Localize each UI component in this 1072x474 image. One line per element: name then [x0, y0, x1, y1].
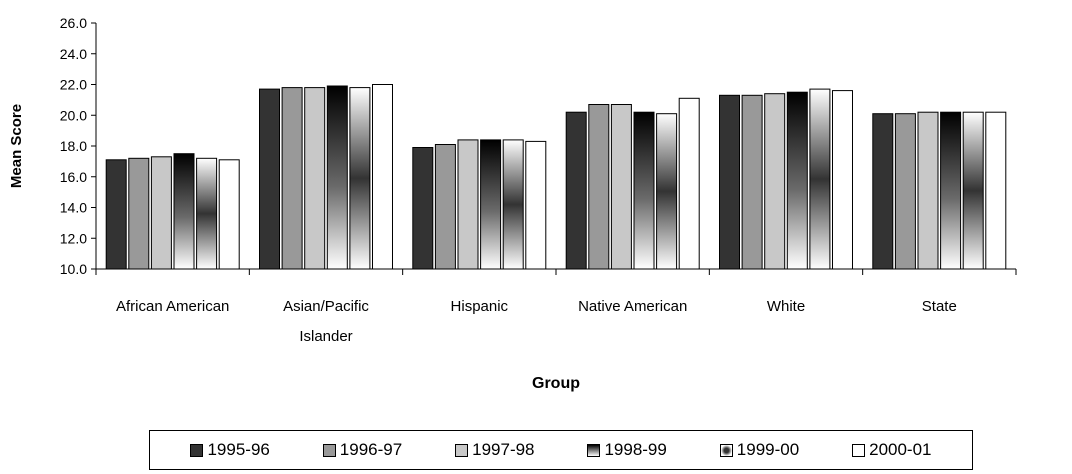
- bar-1999-00-state: [962, 111, 984, 270]
- legend-item: 1995-96: [190, 440, 270, 460]
- bar-1996-97-white: [741, 94, 763, 270]
- y-tick-label: 18.0: [60, 138, 87, 154]
- bar-2000-01-state: [985, 111, 1007, 270]
- y-tick-label: 12.0: [60, 230, 87, 246]
- bar-1999-00-hispanic: [502, 139, 524, 270]
- x-tick-label: Hispanic: [451, 298, 509, 315]
- bar-1995-96-state: [872, 113, 894, 270]
- bar-1997-98-hispanic: [457, 139, 479, 270]
- legend-item: 1999-00: [719, 440, 800, 460]
- legend-swatch: [190, 443, 204, 457]
- y-tick-label: 20.0: [60, 107, 87, 123]
- legend-label: 2000-01: [869, 440, 932, 459]
- bar-1997-98-african-american: [150, 156, 172, 270]
- bar-2000-01-native-american: [678, 97, 700, 270]
- bar-1999-00-african-american: [196, 157, 218, 270]
- bar-1999-00-asian-pacific-islander: [349, 87, 371, 270]
- bar-2000-01-african-american: [218, 159, 240, 270]
- bar-1995-96-african-american: [105, 159, 127, 270]
- legend-label: 1999-00: [736, 440, 800, 459]
- legend-label: 1996-97: [339, 440, 403, 459]
- bar-2000-01-white: [832, 90, 853, 270]
- bar-1996-97-hispanic: [434, 144, 456, 270]
- bar-1997-98-native-american: [610, 104, 632, 270]
- legend-swatch: [322, 443, 336, 457]
- x-tick-label: Islander: [299, 328, 352, 345]
- legend-item: 2000-01: [852, 440, 932, 460]
- y-tick-label: 22.0: [60, 77, 87, 93]
- bar-1996-97-native-american: [588, 104, 610, 270]
- bar-1995-96-hispanic: [412, 147, 434, 270]
- bar-1995-96-native-american: [565, 111, 587, 270]
- bar-1996-97-african-american: [128, 157, 150, 270]
- bar-1998-99-native-american: [633, 111, 655, 270]
- x-tick-label: Asian/Pacific: [283, 298, 369, 315]
- y-tick-label: 26.0: [60, 15, 87, 31]
- bar-1997-98-asian-pacific-islander: [304, 87, 326, 270]
- legend-swatch: [587, 443, 601, 457]
- bar-1998-99-asian-pacific-islander: [326, 85, 348, 270]
- x-tick-label: State: [922, 298, 957, 315]
- bar-1999-00-native-american: [656, 113, 678, 270]
- bar-1998-99-african-american: [173, 153, 195, 270]
- y-tick-label: 24.0: [60, 46, 87, 62]
- bar-1997-98-state: [917, 111, 939, 270]
- legend-swatch: [719, 443, 733, 457]
- legend-label: 1997-98: [472, 440, 535, 459]
- bar-1996-97-asian-pacific-islander: [281, 87, 303, 270]
- bar-1996-97-state: [894, 113, 916, 270]
- bar-chart: 10.0 12.0 14.0 16.0 18.0 20.0 22.0 24.0 26.0 Afr…: [8, 15, 1017, 392]
- bar-2000-01-hispanic: [525, 140, 547, 270]
- bar-2000-01-asian-pacific-islander: [372, 84, 393, 270]
- bar-1999-00-white: [809, 88, 831, 270]
- legend-item: 1998-99: [587, 440, 667, 460]
- x-tick-label: African American: [116, 298, 229, 315]
- legend-label: 1995-96: [207, 440, 270, 459]
- x-tick-label: White: [767, 298, 805, 315]
- x-axis-title: Group: [532, 375, 580, 392]
- bar-1998-99-white: [786, 91, 808, 270]
- chart-legend: 1995-96 1996-97 1997-98 1998-99 1999-00 2000-…: [149, 430, 973, 470]
- legend-label: 1998-99: [604, 440, 667, 459]
- legend-swatch: [852, 443, 866, 457]
- y-tick-label: 16.0: [60, 169, 87, 185]
- legend-item: 1997-98: [455, 440, 535, 460]
- bar-1998-99-hispanic: [480, 139, 502, 270]
- x-tick-label: Native American: [578, 298, 687, 315]
- y-tick-label: 10.0: [60, 261, 87, 277]
- bar-1995-96-white: [719, 94, 740, 270]
- legend-swatch: [455, 443, 469, 457]
- legend-item: 1996-97: [322, 440, 403, 460]
- bar-1995-96-asian-pacific-islander: [259, 88, 280, 270]
- y-axis-title: Mean Score: [8, 104, 25, 188]
- bar-1997-98-white: [764, 93, 786, 270]
- y-tick-label: 14.0: [60, 200, 87, 216]
- bar-1998-99-state: [940, 111, 962, 270]
